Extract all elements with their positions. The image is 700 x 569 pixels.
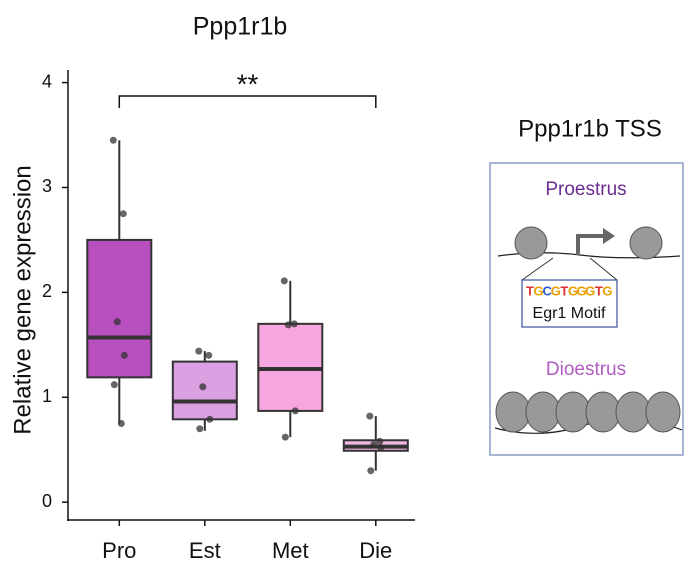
data-point — [117, 419, 125, 427]
significance-label: ** — [237, 68, 259, 99]
nucleosome — [555, 391, 591, 433]
y-tick-label: 2 — [42, 281, 52, 301]
nucleosome — [525, 391, 561, 433]
motif-letter: T — [595, 283, 603, 298]
zoom-line — [521, 257, 554, 281]
data-point — [110, 381, 118, 389]
box — [171, 360, 238, 421]
y-tick-label: 4 — [42, 71, 52, 91]
nucleosome — [629, 226, 663, 260]
data-point — [367, 467, 375, 475]
motif-letter: G — [551, 283, 561, 298]
tss-arrow — [576, 234, 605, 255]
diagram-frame — [489, 162, 684, 456]
data-point — [205, 351, 213, 359]
data-point — [195, 347, 203, 355]
data-point — [199, 383, 207, 391]
x-tick-label: Die — [359, 538, 392, 563]
nucleosome — [615, 391, 651, 433]
data-point — [280, 277, 288, 285]
data-point — [370, 440, 378, 448]
data-point — [376, 437, 384, 445]
nucleosome — [585, 391, 621, 433]
data-point — [291, 407, 299, 415]
state-label: Dioestrus — [546, 359, 626, 380]
data-point — [366, 412, 374, 420]
nucleosome-array — [495, 391, 681, 433]
nucleosome — [645, 391, 681, 433]
motif-logo: T GCG T GGG T G — [526, 283, 612, 298]
motif-label: Egr1 Motif — [533, 305, 606, 322]
x-tick-label: Est — [189, 538, 221, 563]
nucleosome — [495, 391, 531, 433]
motif-letter: T — [526, 283, 534, 298]
nucleosome — [514, 226, 548, 260]
data-point — [290, 320, 298, 328]
motif-letter: G — [585, 283, 595, 298]
state-label: Proestrus — [545, 179, 626, 200]
zoom-line — [589, 257, 618, 281]
tss-arrowhead — [603, 228, 615, 244]
y-axis-label: Relative gene expression — [9, 165, 36, 435]
x-tick-label: Pro — [102, 538, 136, 563]
motif-letter: G — [534, 283, 544, 298]
motif-letter: T — [560, 283, 568, 298]
data-point — [206, 415, 214, 423]
motif-box — [521, 279, 618, 328]
data-point — [284, 321, 292, 329]
chart-title: Ppp1r1b — [193, 13, 288, 41]
y-tick-label: 3 — [42, 176, 52, 196]
diagram-title: Ppp1r1b TSS — [518, 115, 662, 142]
motif-letter: G — [602, 283, 612, 298]
x-tick-label: Met — [272, 538, 309, 563]
data-point — [109, 136, 117, 144]
y-tick-label: 0 — [42, 491, 52, 511]
significance-bracket — [118, 95, 377, 108]
y-tick-label: 1 — [42, 386, 52, 406]
data-point — [281, 433, 289, 441]
motif-letter: G — [577, 283, 587, 298]
motif-letter: C — [543, 283, 553, 298]
data-point — [377, 444, 385, 452]
diagram: Ppp1r1b TSS Proestrus T GCG T GGG T G Egr1 Mo… — [489, 115, 684, 456]
data-point — [113, 318, 121, 326]
box — [86, 238, 153, 379]
data-point — [119, 210, 127, 218]
data-point — [120, 351, 128, 359]
motif-letter: G — [568, 283, 578, 298]
data-point — [196, 425, 204, 433]
